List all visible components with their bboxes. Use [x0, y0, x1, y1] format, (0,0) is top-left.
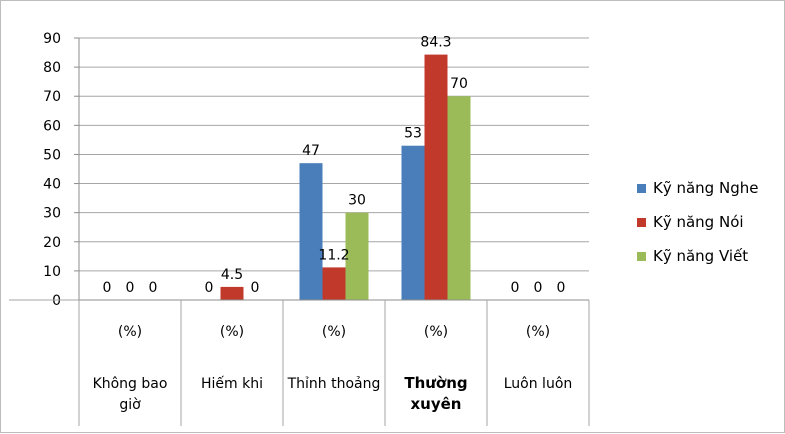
legend-label-noi: Kỹ năng Nói — [653, 213, 744, 231]
data-label: 70 — [450, 76, 468, 92]
category-label: Thường — [404, 374, 467, 392]
category-label: xuyên — [411, 395, 462, 413]
data-label: 30 — [348, 193, 366, 209]
y-tick-label: 0 — [52, 293, 61, 309]
bar — [424, 54, 448, 300]
legend-item-nghe: Kỹ năng Nghe — [637, 171, 782, 205]
y-tick-label: 60 — [43, 118, 61, 134]
y-tick-label: 80 — [43, 60, 61, 76]
category-label: Luôn luôn — [504, 376, 573, 392]
category-label: Hiếm khi — [201, 375, 263, 392]
legend: Kỹ năng Nghe Kỹ năng Nói Kỹ năng Viết — [637, 171, 782, 273]
bar — [299, 163, 323, 300]
y-tick-label: 40 — [43, 177, 61, 193]
category-label: giờ — [119, 397, 141, 413]
data-label: 0 — [557, 280, 566, 296]
category-unit: (%) — [118, 324, 142, 340]
bars — [220, 54, 471, 300]
y-tick-label: 90 — [43, 31, 61, 47]
category-unit: (%) — [322, 324, 346, 340]
data-label: 53 — [404, 126, 422, 142]
bar — [447, 96, 471, 300]
category-unit: (%) — [220, 324, 244, 340]
legend-label-nghe: Kỹ năng Nghe — [653, 179, 759, 197]
category-table: (%) Không bao giờ (%) Hiếm khi (%) Thỉnh thoản… — [9, 299, 590, 426]
data-label: 0 — [511, 280, 520, 296]
data-label: 0 — [103, 280, 112, 296]
category-unit: (%) — [526, 324, 550, 340]
data-label: 47 — [302, 143, 320, 159]
axes: 0 10 20 30 40 50 60 70 80 90 — [43, 31, 589, 309]
data-label: 0 — [251, 280, 260, 296]
bar — [345, 212, 369, 300]
y-tick-label: 20 — [43, 235, 61, 251]
bar — [322, 267, 346, 300]
data-label: 0 — [534, 280, 543, 296]
legend-item-noi: Kỹ năng Nói — [637, 205, 782, 239]
gridlines — [79, 37, 589, 272]
data-label: 0 — [149, 280, 158, 296]
category-unit: (%) — [424, 324, 448, 340]
y-tick-label: 50 — [43, 147, 61, 163]
data-label: 11.2 — [318, 247, 349, 263]
data-label: 0 — [126, 280, 135, 296]
legend-swatch-noi — [637, 217, 646, 227]
legend-swatch-viet — [637, 251, 646, 261]
category-label: Không bao — [93, 376, 168, 392]
y-tick-label: 30 — [43, 206, 61, 222]
y-tick-label: 10 — [43, 264, 61, 280]
data-label: 0 — [205, 280, 214, 296]
legend-swatch-nghe — [637, 183, 646, 193]
category-label: Thỉnh thoảng — [287, 376, 381, 392]
data-label: 4.5 — [221, 267, 243, 283]
legend-label-viet: Kỹ năng Viết — [653, 247, 749, 265]
bar — [401, 145, 425, 300]
data-label: 84.3 — [420, 35, 451, 51]
y-tick-label: 70 — [43, 89, 61, 105]
bar — [220, 286, 244, 300]
legend-item-viet: Kỹ năng Viết — [637, 239, 782, 273]
